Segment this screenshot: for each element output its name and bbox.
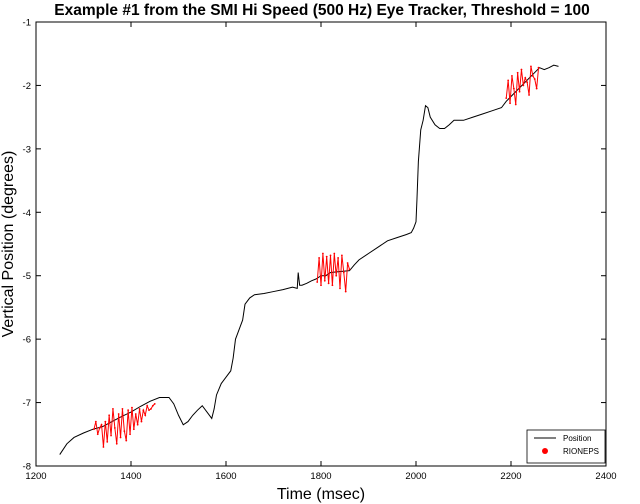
rioneps-point <box>507 79 510 82</box>
x-tick-label: 1600 <box>215 471 236 482</box>
rioneps-point <box>344 290 347 293</box>
legend-rioneps-swatch <box>542 448 548 454</box>
rioneps-trace <box>316 253 350 292</box>
x-tick-label: 1200 <box>25 471 46 482</box>
rioneps-point <box>318 257 320 259</box>
rioneps-point <box>348 268 351 271</box>
x-tick-label: 2200 <box>500 471 521 482</box>
rioneps-point <box>325 255 328 258</box>
legend-box <box>526 429 606 464</box>
rioneps-point <box>138 408 141 410</box>
rioneps-point <box>96 433 99 436</box>
y-tick-label: -1 <box>23 18 31 29</box>
rioneps-point <box>516 71 519 74</box>
rioneps-point <box>337 257 339 259</box>
x-tick-label: 2400 <box>595 471 616 482</box>
rioneps-point <box>134 413 137 415</box>
rioneps-point <box>528 94 530 96</box>
rioneps-point <box>509 102 511 105</box>
rioneps-point <box>522 84 525 87</box>
rioneps-point <box>142 409 145 412</box>
rioneps-point <box>531 75 534 77</box>
rioneps-point <box>511 75 513 77</box>
plot-area <box>35 21 607 467</box>
rioneps-point <box>106 440 109 443</box>
rioneps-point <box>323 279 326 282</box>
rioneps-point <box>514 103 517 106</box>
rioneps-point <box>505 97 508 100</box>
rioneps-point <box>329 254 332 257</box>
rioneps-point <box>93 428 95 431</box>
rioneps-point <box>535 87 538 90</box>
rioneps-point <box>526 81 529 84</box>
y-tick-label: -3 <box>23 144 31 155</box>
rioneps-point <box>121 408 124 410</box>
rioneps-point <box>100 423 103 426</box>
rioneps-point <box>125 439 128 442</box>
y-tick-label: -7 <box>23 398 31 409</box>
rioneps-point <box>113 427 116 429</box>
rioneps-point <box>148 409 150 412</box>
rioneps-point <box>320 284 322 287</box>
rioneps-point <box>127 409 130 412</box>
rioneps-point <box>104 420 107 423</box>
legend: Position RIONEPS <box>526 429 606 464</box>
position-series <box>59 64 559 455</box>
x-tick-label: 2000 <box>405 471 426 482</box>
y-axis-label: Vertical Position (degrees) <box>0 151 17 338</box>
legend-position-label: Position <box>563 434 591 443</box>
rioneps-point <box>153 402 156 405</box>
rioneps-point <box>327 282 330 285</box>
rioneps-point <box>144 414 147 417</box>
axis-ticks: 1200 1400 1600 1800 2000 2200 2400 -8 -7 -6 -5 -4 -3… <box>23 18 617 483</box>
rioneps-point <box>333 252 336 255</box>
y-tick-label: -4 <box>23 208 31 219</box>
rioneps-point <box>98 427 101 429</box>
rioneps-point <box>110 434 112 437</box>
rioneps-point <box>341 254 343 257</box>
rioneps-point <box>112 408 114 410</box>
rioneps-point <box>524 76 527 79</box>
rioneps-point <box>102 446 105 448</box>
rioneps-point <box>129 433 131 436</box>
rioneps-point <box>151 404 154 407</box>
rioneps-point <box>339 287 341 290</box>
rioneps-point <box>346 262 349 264</box>
rioneps-point <box>322 252 324 255</box>
x-axis-label: Time (msec) <box>277 486 365 503</box>
rioneps-point <box>335 274 338 277</box>
rioneps-point <box>331 284 334 287</box>
rioneps-point <box>117 413 120 415</box>
position-line <box>59 64 559 455</box>
chart-title: Example #1 from the SMI Hi Speed (500 Hz… <box>54 2 589 19</box>
rioneps-point <box>530 65 532 68</box>
rioneps-point <box>115 442 118 445</box>
rioneps-point <box>140 420 143 423</box>
rioneps-point <box>316 281 319 283</box>
y-tick-label: -8 <box>23 462 31 473</box>
rioneps-point <box>150 408 152 410</box>
rioneps-point <box>131 406 133 409</box>
rioneps-point <box>518 90 521 93</box>
rioneps-series <box>93 65 540 448</box>
rioneps-point <box>533 78 536 80</box>
rioneps-point <box>512 87 515 90</box>
rioneps-point <box>146 404 149 407</box>
rioneps-point <box>136 423 139 426</box>
rioneps-point <box>520 68 523 71</box>
rioneps-point <box>132 428 135 431</box>
y-tick-label: -6 <box>23 335 31 346</box>
x-tick-label: 1400 <box>120 471 141 482</box>
rioneps-point <box>342 271 345 274</box>
rioneps-point <box>94 420 97 423</box>
y-tick-label: -5 <box>23 271 31 282</box>
legend-rioneps-label: RIONEPS <box>563 447 599 456</box>
rioneps-point <box>123 430 126 433</box>
x-tick-label: 1800 <box>310 471 331 482</box>
rioneps-point <box>537 66 540 69</box>
rioneps-point <box>119 436 122 439</box>
rioneps-point <box>108 414 111 417</box>
y-tick-label: -2 <box>23 81 31 92</box>
